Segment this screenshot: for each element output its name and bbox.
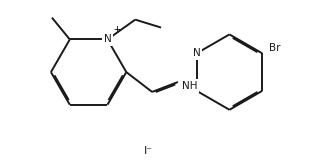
Text: Br: Br bbox=[269, 43, 280, 53]
Text: +: + bbox=[113, 25, 120, 34]
Text: +: + bbox=[113, 25, 120, 34]
Text: NH: NH bbox=[182, 81, 197, 91]
Text: N: N bbox=[104, 34, 111, 44]
Text: N: N bbox=[193, 48, 201, 58]
Text: N: N bbox=[104, 34, 111, 44]
Text: I⁻: I⁻ bbox=[144, 146, 153, 156]
